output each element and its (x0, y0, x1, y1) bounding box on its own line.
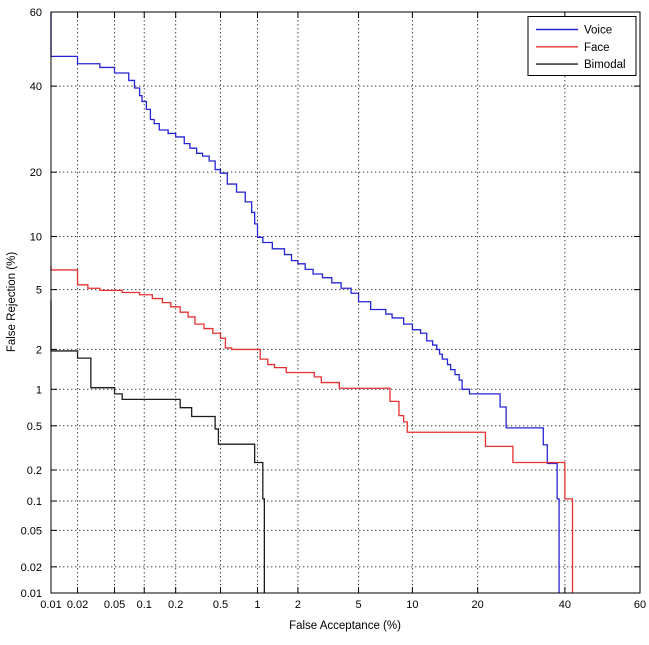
legend-label: Bimodal (584, 59, 626, 71)
legend-label: Face (584, 42, 610, 54)
y-tick-label: 20 (30, 167, 42, 179)
y-tick-label: 2 (36, 344, 42, 356)
y-tick-label: 60 (30, 7, 42, 19)
x-axis-title: False Acceptance (%) (289, 620, 401, 632)
y-tick-label: 5 (36, 285, 42, 297)
y-tick-label: 0.02 (21, 562, 42, 574)
y-tick-label: 40 (30, 81, 42, 93)
y-tick-label: 0.05 (21, 525, 42, 537)
voice-curve (50, 12, 560, 593)
x-tick-labels: 0.01 0.02 0.05 0.1 0.2 0.5 1 2 5 10 20 40 60 (40, 599, 646, 611)
y-tick-labels: 60 40 20 10 5 2 1 0.5 0.2 0.1 0.05 0.02 0.01 (21, 7, 42, 600)
face-curve (50, 266, 574, 593)
x-tick-label: 0.5 (213, 599, 228, 611)
y-tick-label: 0.2 (27, 465, 42, 477)
gridlines (51, 12, 640, 593)
y-tick-label: 0.1 (27, 496, 42, 508)
legend-label: Voice (584, 25, 612, 37)
y-tick-label: 1 (36, 384, 42, 396)
y-tick-label: 0.5 (27, 421, 42, 433)
x-tick-label: 0.1 (137, 599, 152, 611)
legend-box (527, 16, 637, 76)
legend: Voice Face Bimodal (527, 16, 637, 76)
y-tick-label: 10 (30, 231, 42, 243)
x-tick-label: 2 (295, 599, 301, 611)
plot-frame (50, 11, 641, 594)
axes-box (50, 11, 641, 594)
x-tick-label: 40 (559, 599, 571, 611)
x-tick-label: 1 (254, 599, 260, 611)
x-tick-label: 5 (355, 599, 361, 611)
y-tick-label: 0.01 (21, 588, 42, 600)
x-tick-label: 0.05 (104, 599, 125, 611)
x-tick-label: 20 (472, 599, 484, 611)
x-tick-label: 0.01 (40, 599, 61, 611)
x-tick-label: 60 (634, 599, 646, 611)
tick-marks (50, 11, 641, 594)
y-axis-title: False Rejection (%) (6, 252, 18, 353)
curves (50, 12, 574, 593)
x-tick-label: 10 (406, 599, 418, 611)
x-tick-label: 0.02 (67, 599, 88, 611)
x-tick-label: 0.2 (168, 599, 183, 611)
bimodal-curve (50, 300, 265, 593)
